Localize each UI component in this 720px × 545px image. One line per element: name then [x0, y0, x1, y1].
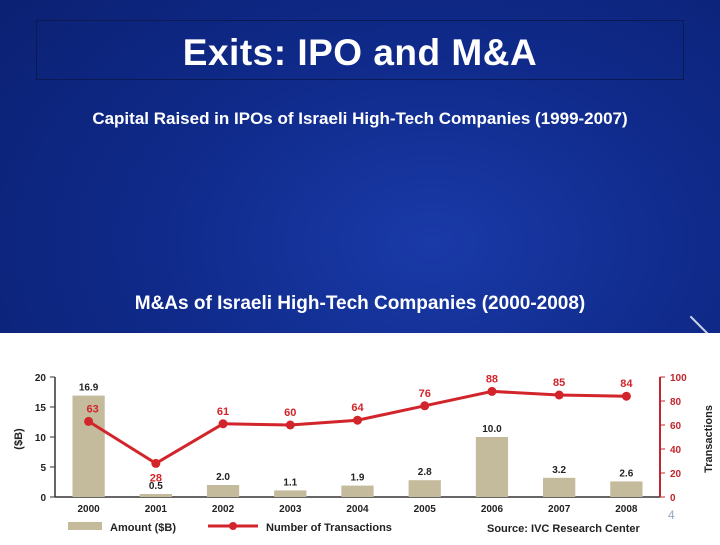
y2-tick-label: 0	[670, 493, 676, 504]
y-tick-label: 10	[35, 433, 47, 444]
transactions-point	[285, 420, 295, 430]
bar	[139, 494, 172, 497]
bar	[274, 490, 307, 497]
transactions-point	[84, 416, 94, 426]
y2-tick-label: 20	[670, 469, 682, 480]
bar-value-label: 0.5	[149, 481, 163, 492]
bar	[408, 480, 441, 497]
x-tick-label: 2007	[548, 504, 571, 515]
transactions-point	[554, 390, 564, 400]
transactions-point	[353, 415, 362, 425]
ma-subtitle: M&As of Israeli High-Tech Companies (200…	[134, 293, 586, 314]
transactions-value-label: 64	[351, 402, 364, 414]
transactions-point	[621, 391, 631, 401]
ipo-subtitle: Capital Raised in IPOs of Israeli High-T…	[92, 109, 628, 128]
transactions-value-label: 61	[217, 406, 229, 418]
legend-bar-swatch	[68, 522, 102, 530]
transactions-value-label: 28	[150, 472, 162, 484]
transactions-value-label: 63	[86, 403, 98, 415]
transactions-point	[218, 419, 228, 429]
source-text: Source: IVC Research Center	[487, 523, 641, 535]
bar-value-label: 1.9	[351, 473, 365, 484]
y2-axis-label: Transactions	[703, 405, 715, 473]
x-tick-label: 2006	[481, 504, 504, 515]
transactions-point	[487, 386, 497, 396]
slide-title: Exits: IPO and M&A	[182, 32, 538, 73]
page-number: 4	[668, 508, 675, 522]
legend-line-marker	[229, 522, 237, 530]
y-tick-label: 5	[40, 463, 46, 474]
bar-value-label: 2.0	[216, 472, 230, 483]
bar	[543, 477, 576, 497]
bar-value-label: 16.9	[79, 383, 99, 394]
transactions-value-label: 85	[553, 377, 565, 389]
transactions-value-label: 76	[419, 388, 431, 400]
ma-chart: ($B) Transactions Source: IVC Research C…	[13, 373, 715, 535]
bar	[206, 485, 240, 497]
transactions-point	[420, 401, 430, 411]
y2-tick-label: 40	[670, 445, 682, 456]
bar	[341, 485, 374, 497]
y2-tick-label: 60	[670, 421, 682, 432]
x-tick-label: 2008	[615, 504, 638, 515]
x-tick-label: 2000	[77, 504, 100, 515]
y-tick-label: 15	[35, 403, 47, 414]
y-axis-label: ($B)	[13, 428, 25, 450]
transactions-value-label: 88	[486, 373, 498, 385]
x-tick-label: 2001	[145, 504, 168, 515]
bar-value-label: 2.6	[619, 468, 633, 479]
bar	[610, 481, 643, 497]
transactions-value-label: 60	[284, 407, 296, 419]
chart-panel: ($B) Transactions Source: IVC Research C…	[0, 333, 720, 540]
transactions-point	[151, 458, 161, 468]
transactions-value-label: 84	[620, 378, 633, 390]
bar-value-label: 3.2	[552, 465, 566, 476]
title-frame	[36, 20, 684, 80]
bar-value-label: 1.1	[283, 477, 297, 488]
x-tick-label: 2005	[414, 504, 437, 515]
y2-tick-label: 80	[670, 397, 682, 408]
bar-value-label: 2.8	[418, 467, 432, 478]
x-tick-label: 2004	[346, 504, 369, 515]
y2-tick-label: 100	[670, 373, 687, 384]
legend-line-label: Number of Transactions	[266, 522, 392, 534]
x-tick-label: 2002	[212, 504, 235, 515]
legend-bar-label: Amount ($B)	[110, 522, 176, 534]
y-tick-label: 20	[35, 373, 47, 384]
bar-value-label: 10.0	[482, 424, 502, 435]
bar	[72, 395, 105, 497]
x-tick-label: 2003	[279, 504, 302, 515]
bar	[475, 437, 509, 497]
y-tick-label: 0	[40, 493, 46, 504]
